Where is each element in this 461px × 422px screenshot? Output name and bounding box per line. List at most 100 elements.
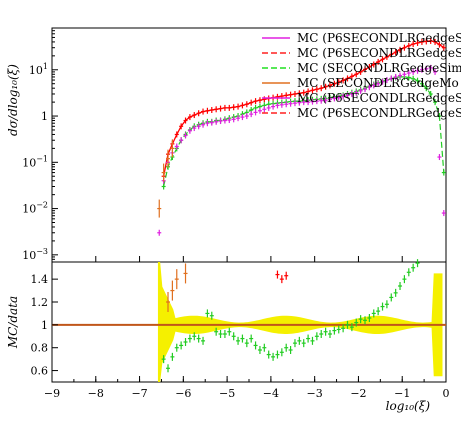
ratio-point: [314, 332, 319, 341]
data-point: [323, 97, 328, 104]
ratio-point: [179, 341, 184, 350]
data-point: [306, 99, 311, 106]
ratio-y-tick-label: 0.8: [31, 342, 49, 355]
legend-label: MC (P6SECONDLRGedgeSi: [297, 106, 461, 120]
ratio-panel: 0.6 0.8 1 1.2 1.4 MC/data: [6, 259, 447, 383]
data-point: [249, 99, 254, 106]
data-point: [433, 99, 438, 106]
legend-entry: MC (SECONDLRGedgeSim: [262, 61, 461, 75]
data-point: [411, 41, 416, 48]
data-point: [196, 123, 201, 130]
ratio-point: [358, 315, 363, 324]
data-point: [279, 101, 284, 108]
x-tick-label: −5: [219, 387, 235, 400]
ratio-point: [227, 327, 232, 336]
data-point: [257, 107, 262, 114]
ratio-y-tick-label: 1.4: [31, 273, 49, 286]
ratio-point: [240, 334, 245, 343]
ratio-point: [170, 352, 175, 361]
legend-entry: MC (P6SECONDLRGedgeSi: [262, 46, 461, 60]
data-point: [341, 77, 346, 84]
data-point: [266, 104, 271, 111]
data-point: [262, 96, 267, 103]
data-point: [301, 99, 306, 106]
top-y-tick-label: 10−3: [22, 247, 48, 262]
ratio-point: [384, 300, 389, 309]
data-point: [332, 95, 337, 102]
data-point: [244, 113, 249, 120]
data-point: [389, 75, 394, 82]
ratio-point: [306, 334, 311, 343]
data-point: [428, 90, 433, 97]
data-point: [349, 73, 354, 80]
ratio-point: [209, 311, 214, 320]
data-point: [288, 100, 293, 107]
ratio-point: [214, 327, 219, 336]
ratio-point: [244, 339, 249, 348]
ratio-point: [275, 270, 280, 279]
ratio-point: [166, 364, 171, 373]
data-point: [222, 117, 227, 124]
x-axis-label: log₁₀(ξ): [386, 399, 431, 413]
ratio-point: [192, 332, 197, 341]
data-point: [244, 101, 249, 108]
data-point: [253, 98, 258, 105]
data-point: [161, 183, 166, 190]
data-point: [236, 115, 241, 122]
ratio-point: [275, 350, 280, 359]
data-point: [253, 109, 258, 116]
ratio-point: [222, 330, 227, 338]
data-point: [415, 77, 420, 84]
data-point: [327, 96, 332, 103]
ratio-point: [389, 293, 394, 302]
data-point: [323, 83, 328, 90]
ratio-point: [249, 334, 254, 343]
ratio-point: [345, 320, 350, 329]
ratio-point: [411, 263, 416, 272]
ratio-point: [170, 280, 175, 301]
data-point: [354, 89, 359, 96]
data-point: [341, 93, 346, 100]
legend-entry: MC (P6SECONDLRGedgeSi: [262, 91, 461, 105]
data-point: [227, 117, 232, 124]
data-point: [192, 125, 197, 132]
data-point: [310, 87, 315, 94]
data-point: [376, 58, 381, 65]
ratio-point: [262, 343, 267, 352]
data-point: [424, 65, 429, 72]
x-tick-label: −3: [307, 387, 323, 400]
data-point: [201, 108, 206, 115]
data-point: [284, 101, 289, 108]
ratio-y-tick-label: 1.2: [31, 296, 49, 309]
top-y-tick-label: 1: [41, 110, 48, 123]
legend-entry: MC (P6SECONDLRGedgeSi: [262, 31, 461, 45]
ratio-point: [161, 355, 166, 364]
legend-label: MC (SECONDLRGedgeSim: [297, 61, 461, 75]
ratio-point: [415, 259, 420, 268]
ratio-point: [279, 275, 284, 284]
ratio-point: [367, 314, 372, 322]
data-point: [358, 68, 363, 75]
data-point: [389, 51, 394, 58]
data-point: [428, 64, 433, 71]
data-point: [367, 63, 372, 70]
data-point: [249, 111, 254, 118]
legend-label: MC (SECONDLRGedgeMo: [297, 76, 459, 90]
data-point: [240, 114, 245, 121]
data-point: [179, 137, 184, 144]
data-point: [367, 84, 372, 91]
ratio-point: [323, 327, 328, 336]
x-axis: −9 −8 −7 −6 −5 −4 −3 −2 −1 0: [44, 256, 450, 400]
x-tick-label: −2: [350, 387, 366, 400]
data-point: [371, 61, 376, 68]
data-point: [415, 67, 420, 74]
data-point: [205, 107, 210, 114]
uncertainty-band: [157, 262, 443, 382]
x-tick-label: −4: [263, 387, 279, 400]
data-point: [406, 70, 411, 77]
ratio-point: [393, 288, 398, 297]
data-point: [428, 37, 433, 44]
ratio-point: [196, 334, 201, 343]
